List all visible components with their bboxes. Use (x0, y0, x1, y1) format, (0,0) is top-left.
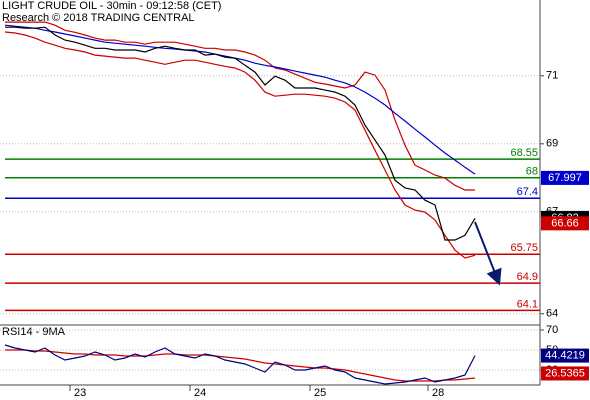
level-label: 64.9 (517, 271, 538, 283)
y-tick-label: 71 (546, 70, 558, 82)
x-tick-label: 23 (74, 387, 86, 399)
series-line (4, 24, 476, 175)
series-line (5, 349, 476, 382)
x-tick-label: 25 (314, 387, 326, 399)
y-tick-label: 69 (546, 138, 558, 150)
level-label: 68 (526, 166, 538, 178)
price-tag-label: 67.997 (548, 172, 582, 184)
level-label: 65.75 (510, 242, 538, 254)
level-label: 68.55 (510, 147, 538, 159)
x-tick-label: 28 (432, 387, 444, 399)
price-tag (541, 348, 589, 363)
series-line (4, 31, 476, 259)
level-label: 64.1 (517, 298, 538, 310)
x-tick-label: 24 (194, 387, 206, 399)
price-tag (541, 216, 589, 231)
y-tick-label: 70 (546, 324, 558, 336)
level-label: 67.4 (517, 186, 538, 198)
y-tick-label: 64 (546, 308, 558, 320)
series-line (4, 344, 476, 385)
price-tag-label: 66.66 (551, 217, 579, 229)
price-tag-label: 44.4219 (545, 349, 585, 361)
chart-subtitle: Research © 2018 TRADING CENTRAL (2, 12, 195, 24)
series-line (5, 21, 475, 191)
series-line (5, 26, 476, 241)
chart-title: LIGHT CRUDE OIL - 30min - 09:12:58 (CET) (2, 0, 221, 12)
price-tag (541, 366, 589, 381)
price-tag-label: 26.5365 (545, 367, 585, 379)
rsi-title: RSI14 - 9MA (2, 326, 66, 338)
price-tag (541, 170, 589, 185)
arrow (474, 221, 502, 286)
